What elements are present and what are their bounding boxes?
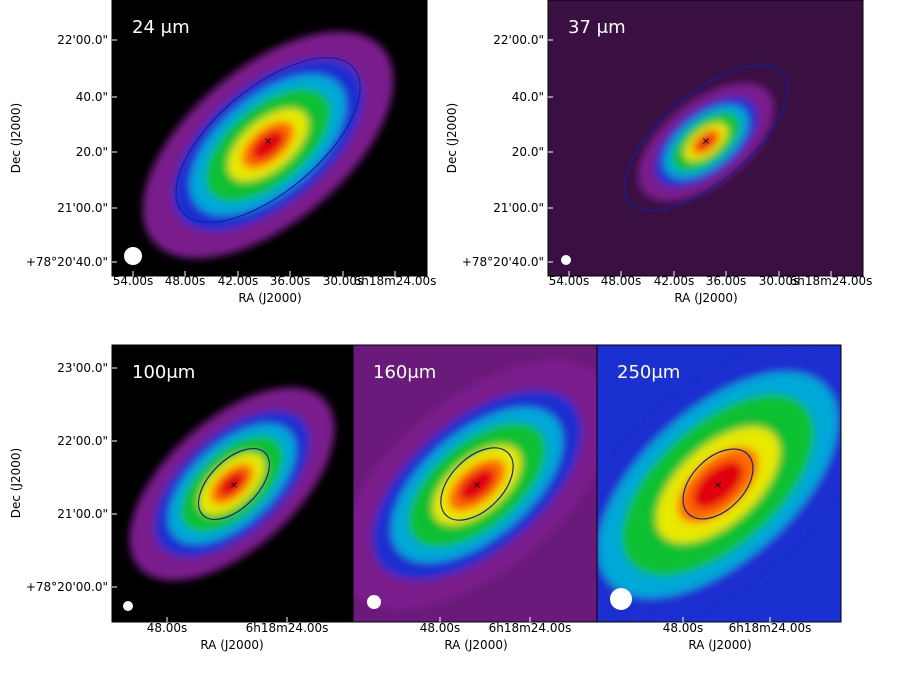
center-marker: ×: [473, 480, 481, 491]
galaxy: [353, 360, 597, 610]
y-tick-label: 40.0": [76, 90, 108, 104]
center-marker: ×: [264, 136, 272, 147]
x-axis-label: RA (J2000): [200, 638, 263, 652]
panel-label: 250μm: [617, 362, 680, 383]
beam: [123, 601, 133, 611]
beam: [124, 247, 142, 265]
emission-contour: [251, 130, 285, 160]
beam: [610, 588, 632, 610]
emission-contour: [697, 134, 715, 150]
x-tick-label: 36.00s: [706, 274, 747, 288]
x-axis-label: RA (J2000): [674, 291, 737, 305]
aperture-ellipse: [175, 57, 361, 223]
x-tick-label: 30.00s: [323, 274, 364, 288]
x-tick-label: 54.00s: [113, 274, 154, 288]
x-tick-label: 48.00s: [147, 621, 188, 635]
x-tick-label: 48.00s: [165, 274, 206, 288]
panel-label: 24 μm: [132, 17, 190, 38]
y-axis-label: Dec (J2000): [445, 103, 459, 173]
emission-contour: [459, 468, 495, 502]
x-tick-label: 6h18m24.00s: [729, 621, 812, 635]
beam: [561, 255, 571, 265]
frame: [596, 344, 842, 623]
panel-label: 160μm: [373, 362, 436, 383]
image-panel: ×: [597, 345, 841, 622]
image-panel: ×: [112, 345, 353, 622]
aperture-ellipse: [623, 64, 789, 212]
y-tick-label: +78°20'00.0": [26, 580, 108, 594]
emission-contour: [218, 471, 246, 497]
y-tick-label: 21'00.0": [57, 507, 108, 521]
x-tick-label: 6h18m24.00s: [790, 274, 873, 288]
emission-contour: [692, 461, 744, 509]
x-axis-label: RA (J2000): [444, 638, 507, 652]
x-tick-label: 6h18m24.00s: [489, 621, 572, 635]
x-tick-label: 42.00s: [654, 274, 695, 288]
y-tick-label: +78°20'40.0": [462, 255, 544, 269]
image-panel: ×: [112, 0, 427, 276]
y-tick-label: 22'00.0": [57, 434, 108, 448]
y-axis-label: Dec (J2000): [9, 448, 23, 518]
y-tick-label: 40.0": [512, 90, 544, 104]
center-marker: ×: [702, 136, 710, 147]
image-panel: ×: [353, 345, 597, 622]
galaxy: [129, 387, 335, 581]
x-tick-label: 54.00s: [549, 274, 590, 288]
panel-label: 37 μm: [568, 17, 626, 38]
x-axis-label: RA (J2000): [688, 638, 751, 652]
y-tick-label: 21'00.0": [57, 201, 108, 215]
x-tick-label: 36.00s: [270, 274, 311, 288]
x-tick-label: 6h18m24.00s: [354, 274, 437, 288]
y-tick-label: 21'00.0": [493, 201, 544, 215]
aperture-ellipse: [440, 447, 514, 521]
y-tick-label: 20.0": [512, 145, 544, 159]
galaxy: [637, 82, 775, 202]
center-marker: ×: [714, 480, 722, 491]
y-tick-label: +78°20'40.0": [26, 255, 108, 269]
aperture-ellipse: [197, 447, 271, 521]
x-axis-label: RA (J2000): [238, 291, 301, 305]
y-axis-label: Dec (J2000): [9, 103, 23, 173]
x-tick-label: 48.00s: [663, 621, 704, 635]
x-tick-label: 30.00s: [759, 274, 800, 288]
center-marker: ×: [230, 480, 238, 491]
frame: [111, 0, 428, 277]
y-tick-label: 22'00.0": [57, 33, 108, 47]
y-tick-label: 22'00.0": [493, 33, 544, 47]
x-tick-label: 6h18m24.00s: [246, 621, 329, 635]
x-tick-label: 42.00s: [218, 274, 259, 288]
image-panel: ×: [548, 0, 863, 276]
panel-label: 100μm: [132, 362, 195, 383]
x-tick-label: 48.00s: [420, 621, 461, 635]
beam: [367, 595, 381, 609]
x-tick-label: 48.00s: [601, 274, 642, 288]
frame: [547, 0, 864, 277]
y-tick-label: 23'00.0": [57, 361, 108, 375]
galaxy: [142, 31, 394, 259]
aperture-ellipse: [682, 448, 754, 520]
y-tick-label: 20.0": [76, 145, 108, 159]
